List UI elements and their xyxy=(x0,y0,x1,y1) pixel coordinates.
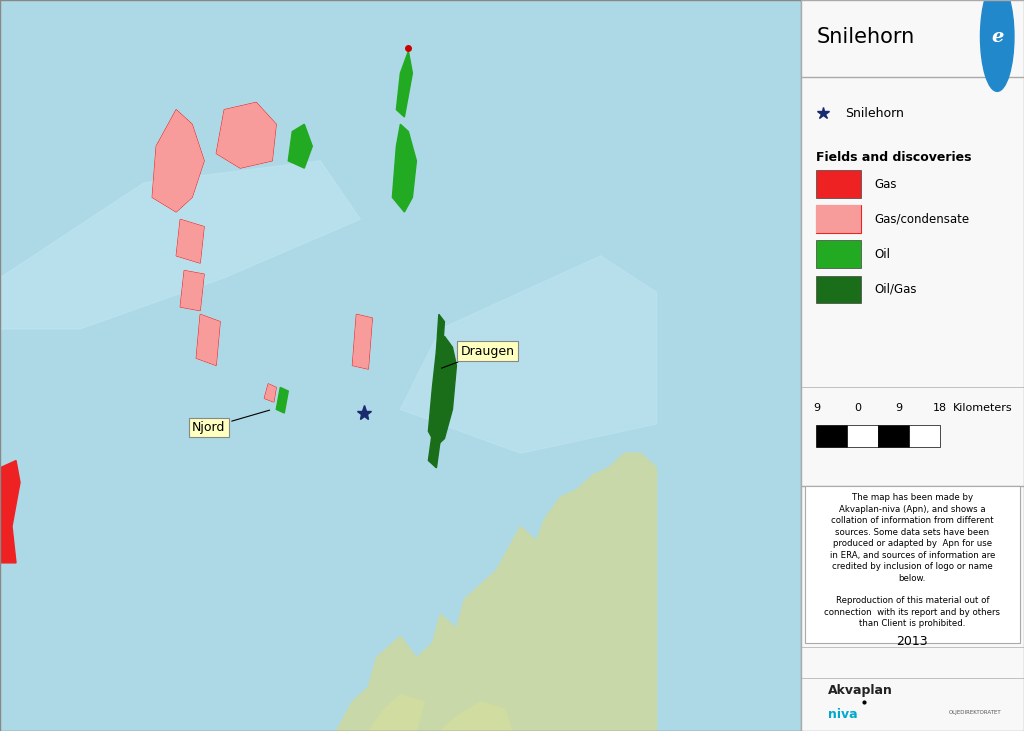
Polygon shape xyxy=(197,314,220,366)
Bar xyxy=(879,425,909,447)
Polygon shape xyxy=(216,102,276,168)
Polygon shape xyxy=(428,336,457,446)
Polygon shape xyxy=(428,431,440,468)
Text: The map has been made by
Akvaplan-niva (Apn), and shows a
collation of informati: The map has been made by Akvaplan-niva (… xyxy=(824,493,1000,629)
Text: 9: 9 xyxy=(895,403,902,413)
Polygon shape xyxy=(0,461,20,563)
Bar xyxy=(816,240,861,268)
Text: 18: 18 xyxy=(933,403,947,413)
Polygon shape xyxy=(276,387,289,413)
Text: Draugen: Draugen xyxy=(441,344,514,368)
Text: Kilometers: Kilometers xyxy=(952,403,1012,413)
Polygon shape xyxy=(352,314,373,369)
Polygon shape xyxy=(216,102,276,168)
Polygon shape xyxy=(180,270,204,311)
Polygon shape xyxy=(153,110,204,212)
Bar xyxy=(816,276,861,303)
Text: Gas/condensate: Gas/condensate xyxy=(874,213,970,226)
Polygon shape xyxy=(336,453,656,731)
Polygon shape xyxy=(264,384,276,402)
Text: 2013: 2013 xyxy=(897,635,928,648)
Polygon shape xyxy=(176,219,204,263)
Polygon shape xyxy=(180,270,204,311)
Polygon shape xyxy=(197,314,220,366)
Polygon shape xyxy=(216,102,276,168)
Bar xyxy=(816,205,861,233)
Text: niva: niva xyxy=(827,708,857,721)
Polygon shape xyxy=(153,110,204,212)
Polygon shape xyxy=(264,384,276,402)
Bar xyxy=(816,205,861,233)
Text: Akvaplan: Akvaplan xyxy=(827,684,893,697)
Polygon shape xyxy=(369,694,424,731)
Polygon shape xyxy=(197,314,220,366)
Bar xyxy=(848,425,879,447)
Bar xyxy=(816,425,848,447)
Text: 9: 9 xyxy=(813,403,820,413)
Circle shape xyxy=(980,0,1014,91)
Polygon shape xyxy=(153,110,204,212)
Bar xyxy=(816,205,861,233)
Polygon shape xyxy=(400,256,656,453)
Bar xyxy=(805,486,1020,643)
Polygon shape xyxy=(440,702,512,731)
Bar xyxy=(816,170,861,198)
Polygon shape xyxy=(180,270,204,311)
Polygon shape xyxy=(176,219,204,263)
Text: Oil: Oil xyxy=(874,248,891,261)
Polygon shape xyxy=(289,124,312,168)
Text: Oil/Gas: Oil/Gas xyxy=(874,283,916,296)
Bar xyxy=(909,425,940,447)
Polygon shape xyxy=(396,51,413,117)
Text: e: e xyxy=(991,28,1004,45)
Polygon shape xyxy=(176,219,204,263)
Text: Snilehorn: Snilehorn xyxy=(846,107,904,120)
Text: Njord: Njord xyxy=(193,410,269,434)
Polygon shape xyxy=(352,314,373,369)
Polygon shape xyxy=(436,314,444,358)
Text: Gas: Gas xyxy=(874,178,897,191)
Polygon shape xyxy=(264,384,276,402)
Polygon shape xyxy=(392,124,417,212)
Polygon shape xyxy=(352,314,373,369)
Polygon shape xyxy=(0,161,360,329)
Text: OLJEDIREKTORATET: OLJEDIREKTORATET xyxy=(948,711,1001,715)
Text: Snilehorn: Snilehorn xyxy=(816,26,914,47)
Text: Fields and discoveries: Fields and discoveries xyxy=(816,151,972,164)
Text: 0: 0 xyxy=(854,403,861,413)
